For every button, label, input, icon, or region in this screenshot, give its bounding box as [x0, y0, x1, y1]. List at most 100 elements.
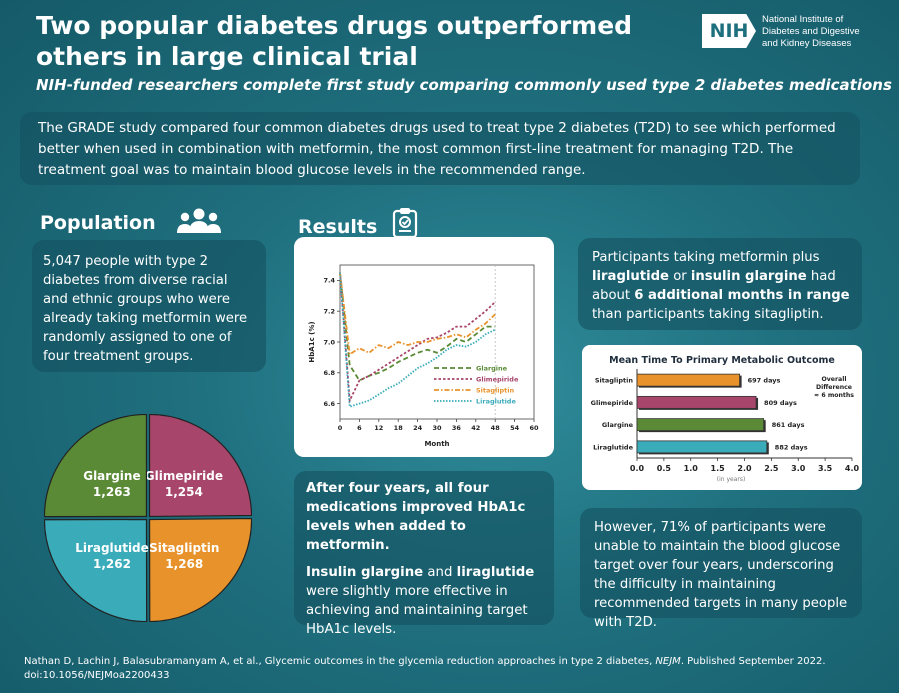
clipboard-icon — [392, 208, 417, 239]
pie-value-liraglutide: 1,262 — [93, 557, 131, 571]
series-line-glargine — [339, 272, 496, 382]
pie-value-glargine: 1,263 — [93, 485, 131, 499]
x-tick-label: 30 — [432, 424, 442, 432]
pie-label-liraglutide: Liraglutide — [75, 541, 149, 555]
pie-label-sitagliptin: Sitagliptin — [149, 541, 219, 555]
people-icon — [177, 208, 222, 233]
bar-data-label: 882 days — [775, 443, 808, 451]
pie-slice-glimepiride — [148, 414, 252, 518]
pie-label-glargine: Glargine — [83, 469, 140, 483]
difficulty-card: However, 71% of participants were unable… — [580, 508, 862, 630]
y-tick-label: 7.0 — [323, 338, 335, 346]
citation-text: Nathan D, Lachin J, Balasubramanyam A, e… — [24, 656, 656, 667]
finding-text-4: than participants taking sitagliptin. — [592, 307, 824, 322]
pie-value-sitagliptin: 1,268 — [165, 557, 203, 571]
results-heading-label: Results — [298, 216, 378, 238]
results-card: After four years, all four medications i… — [294, 471, 554, 637]
difference-annotation: ≈ 6 months — [814, 392, 854, 399]
bar-category-label: Glimepiride — [591, 399, 634, 407]
results-heading: Results — [298, 207, 418, 239]
series-line-glimepiride — [339, 272, 496, 404]
bar-glargine — [636, 418, 765, 432]
finding-bold-1: liraglutide — [592, 269, 670, 284]
y-tick-label: 6.8 — [323, 369, 335, 377]
citation-doi: doi:10.1056/NEJMoa2200433 — [24, 670, 170, 681]
series-line-sitagliptin — [339, 272, 496, 356]
pie-slice-liraglutide — [44, 518, 148, 622]
x-tick-label: 6 — [357, 424, 362, 432]
legend-label-sitagliptin: Sitagliptin — [476, 387, 514, 395]
x-tick-label: 1.5 — [711, 464, 726, 473]
x-tick-label: 2.5 — [764, 464, 779, 473]
org-line-2: Diabetes and Digestive — [762, 26, 860, 37]
hba1c-line-chart-card: 0 6 12 18 24 30 36 42 48 54 60 6.6 6.8 7.0 7.2 7.4 Month… — [294, 237, 554, 457]
x-tick-label: 54 — [510, 424, 520, 432]
page-subtitle: NIH-funded researchers complete first st… — [36, 76, 892, 94]
difference-annotation: Overall — [822, 376, 847, 383]
bar-chart-title: Mean Time To Primary Metabolic Outcome — [609, 355, 835, 366]
bar-liraglutide — [636, 440, 768, 454]
x-tick-label: 36 — [452, 424, 462, 432]
results-detail-bold-2: liraglutide — [456, 565, 535, 580]
bar-category-label: Sitagliptin — [595, 377, 633, 385]
y-tick-label: 7.2 — [323, 308, 335, 316]
series-line-liraglutide — [339, 272, 496, 408]
finding-text-2: or — [669, 269, 691, 284]
x-tick-label: 4.0 — [845, 464, 860, 473]
y-tick-label: 7.4 — [323, 277, 335, 285]
page-title: Two popular diabetes drugs outperformed … — [36, 11, 633, 71]
intro-text: The GRADE study compared four common dia… — [20, 112, 860, 185]
org-line-1: National Institute of — [762, 14, 844, 25]
bar-chart-card: Mean Time To Primary Metabolic Outcome Si… — [582, 345, 862, 490]
y-axis-label: HbA1c (%) — [308, 321, 316, 362]
group-pie-chart: Glimepiride 1,254 Sitagliptin 1,268 Liraglut… — [44, 414, 252, 622]
bar-category-label: Liraglutide — [593, 443, 633, 451]
x-tick-label: 0.0 — [630, 464, 645, 473]
finding-text-1: Participants taking metformin plus — [592, 250, 820, 265]
x-tick-label: 12 — [374, 424, 383, 432]
finding-bold-3: 6 additional months in range — [634, 288, 850, 303]
x-tick-label: 0 — [338, 424, 343, 432]
finding-bold-2: insulin glargine — [690, 269, 807, 284]
bar-category-label: Glargine — [602, 421, 634, 429]
bar-data-label: 809 days — [764, 399, 797, 407]
hba1c-line-chart: 0 6 12 18 24 30 36 42 48 54 60 6.6 6.8 7.0 7.2 7.4 Month… — [308, 264, 539, 448]
time-in-range-bar-chart: Mean Time To Primary Metabolic Outcome Si… — [591, 355, 860, 483]
x-tick-label: 2.0 — [737, 464, 752, 473]
population-card: 5,047 people with type 2 diabetes from d… — [32, 240, 266, 372]
citation-published: . Published September 2022. — [680, 656, 826, 667]
results-detail-text-1: and — [423, 565, 457, 580]
results-detail-text-2: were slightly more effective in achievin… — [306, 584, 528, 637]
pie-value-glimepiride: 1,254 — [165, 485, 203, 499]
org-line-3: and Kidney Diseases — [762, 38, 852, 49]
x-tick-label: 3.0 — [791, 464, 806, 473]
citation-journal: NEJM — [655, 656, 681, 667]
legend-label-liraglutide: Liraglutide — [476, 398, 516, 406]
legend-label-glimepiride: Glimepiride — [476, 376, 519, 384]
population-heading: Population — [40, 207, 224, 234]
pie-slice-sitagliptin — [148, 517, 252, 622]
results-detail: Insulin glargine and liraglutide were sl… — [306, 563, 544, 639]
citation: Nathan D, Lachin J, Balasubramanyam A, e… — [24, 655, 844, 683]
results-summary: After four years, all four medications i… — [306, 481, 526, 553]
results-detail-bold-1: Insulin glargine — [306, 565, 424, 580]
x-tick-label: 60 — [529, 424, 539, 432]
population-heading-label: Population — [40, 212, 156, 234]
pie-label-glimepiride: Glimepiride — [145, 469, 223, 483]
plot-frame — [339, 264, 535, 420]
nih-logo: NIH — [702, 14, 756, 48]
x-tick-label: 48 — [491, 424, 501, 432]
x-tick-label: 1.0 — [684, 464, 699, 473]
x-tick-label: 18 — [394, 424, 404, 432]
x-tick-label: 42 — [471, 424, 480, 432]
x-tick-label: 3.5 — [818, 464, 833, 473]
bar-data-label: 697 days — [748, 377, 781, 385]
x-axis-label: (in years) — [717, 476, 746, 483]
x-tick-label: 0.5 — [657, 464, 672, 473]
difference-annotation: Difference — [816, 384, 852, 391]
y-tick-label: 6.6 — [323, 400, 335, 408]
nih-branding: NIH National Institute of Diabetes and D… — [702, 14, 860, 50]
finding-text-3: had about — [592, 269, 836, 303]
x-axis-label: Month — [424, 440, 449, 448]
bar-sitagliptin — [636, 373, 741, 387]
